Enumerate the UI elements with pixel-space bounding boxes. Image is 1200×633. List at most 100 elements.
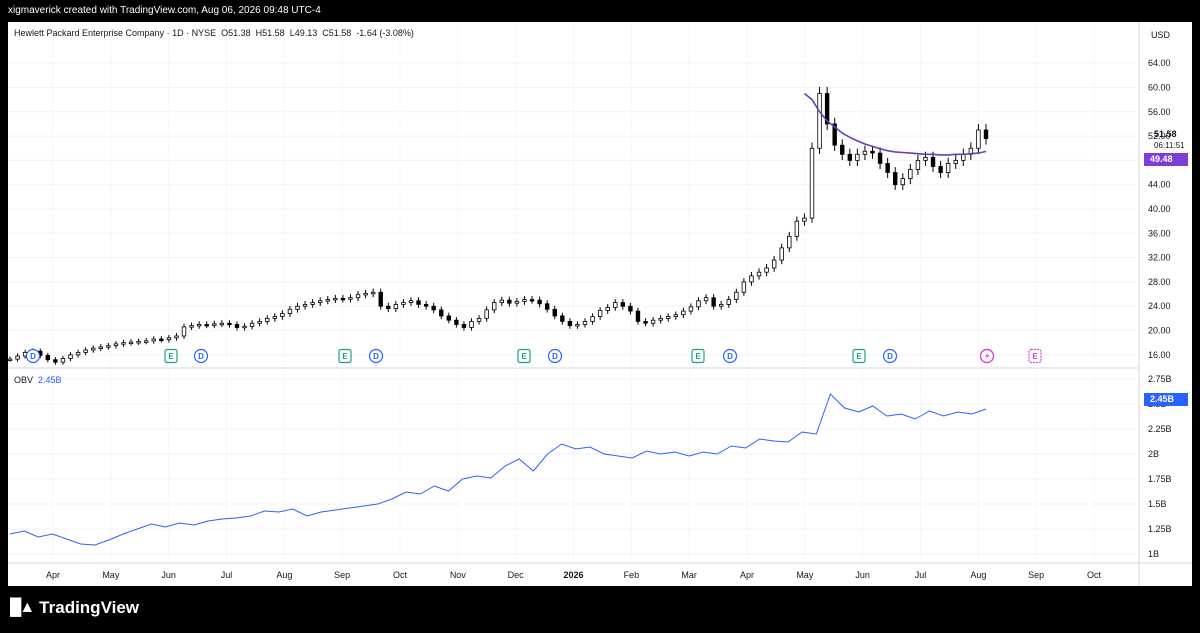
candle-body: [454, 319, 459, 325]
currency-label[interactable]: USD: [1151, 30, 1171, 40]
symbol-name[interactable]: Hewlett Packard Enterprise Company · 1D …: [14, 28, 217, 38]
candle-body: [249, 322, 255, 327]
candle-body: [560, 315, 565, 322]
candle-body: [900, 178, 905, 186]
dividend-event-icon: [882, 348, 898, 364]
candle-body: [635, 310, 641, 322]
candle-body: [847, 153, 853, 161]
candle-body: [98, 346, 103, 349]
close-value: 51.58: [328, 28, 352, 38]
candle-body: [60, 358, 66, 363]
candle-body: [893, 172, 898, 186]
dividend-event-label: D: [373, 352, 379, 361]
chart-canvas[interactable]: 64.0060.0056.0052.0048.0044.0040.0036.00…: [8, 22, 1192, 586]
candle-body: [938, 166, 943, 173]
upcoming-earnings-label: E: [1032, 352, 1038, 361]
brand-name: TradingView: [39, 598, 139, 617]
time-tick-label: Aug: [276, 570, 292, 580]
candle-body: [514, 300, 520, 304]
time-tick-label: Apr: [740, 570, 754, 580]
candle-body: [136, 341, 141, 344]
price-tick-label: 24.00: [1148, 301, 1171, 311]
candle-body: [408, 300, 414, 303]
candle-body: [265, 317, 270, 322]
dividend-event-label: D: [30, 352, 36, 361]
candle-body: [718, 304, 724, 307]
time-tick-label: Mar: [681, 570, 697, 580]
candle-body: [189, 325, 194, 328]
obv-label[interactable]: OBV: [14, 375, 34, 385]
candle-body: [340, 297, 346, 301]
candle-body: [378, 291, 383, 307]
candle-body: [121, 342, 126, 345]
candle-body: [734, 291, 739, 300]
time-tick-label: Sep: [334, 570, 350, 580]
bar-countdown: 06:11:51: [1154, 141, 1185, 150]
candle-body: [817, 93, 822, 149]
candle-body: [779, 247, 784, 261]
time-tick-label: Apr: [46, 570, 60, 580]
candle-body: [764, 267, 769, 273]
candle-body: [15, 355, 20, 360]
candle-body: [461, 324, 467, 328]
ma-price-badge: 49.48: [1144, 153, 1188, 166]
high-value: 51.58: [262, 28, 285, 38]
candle-body: [923, 156, 928, 161]
candle-body: [673, 314, 678, 317]
candle-body: [507, 299, 512, 304]
chart-frame: 64.0060.0056.0052.0048.0044.0040.0036.00…: [8, 22, 1192, 586]
candle-body: [666, 316, 671, 319]
tradingview-brand[interactable]: █▲ TradingView: [10, 598, 139, 618]
candle-body: [318, 300, 323, 303]
candle-body: [575, 324, 580, 327]
candle-body: [219, 322, 225, 326]
candle-body: [393, 304, 399, 310]
candle-body: [945, 163, 951, 173]
candle-body: [658, 317, 663, 321]
open-label: O: [221, 28, 229, 38]
candle-body: [151, 338, 156, 342]
candle-body: [234, 324, 240, 328]
time-tick-label: Oct: [393, 570, 408, 580]
time-tick-label: Aug: [970, 570, 986, 580]
candle-body: [348, 297, 353, 300]
earnings-event-icon: [517, 348, 531, 364]
dividend-event-label: D: [198, 352, 204, 361]
candle-body: [628, 305, 633, 312]
dividend-event-icon: [722, 348, 738, 364]
time-tick-label: May: [102, 570, 120, 580]
time-tick-label: 2026: [563, 570, 583, 580]
candle-body: [355, 294, 361, 299]
dividend-event-icon: [25, 348, 41, 364]
candle-body: [280, 313, 285, 317]
candle-body: [75, 352, 81, 356]
candle-body: [741, 281, 747, 293]
lightning-icon: [985, 352, 990, 360]
candle-body: [787, 235, 792, 249]
candle-body: [53, 359, 58, 363]
chart-caption: xigmaverick created with TradingView.com…: [8, 5, 321, 16]
price-tick-label: 28.00: [1148, 277, 1171, 287]
candle-body: [469, 321, 474, 328]
candle-body: [597, 310, 603, 317]
candle-body: [91, 347, 96, 351]
dividend-event-icon: [547, 348, 563, 364]
candle-body: [181, 326, 187, 337]
time-tick-label: Sep: [1028, 570, 1044, 580]
candle-body: [802, 217, 807, 222]
candle-body: [401, 302, 406, 305]
earnings-event-label: E: [695, 352, 701, 361]
obv-tick-label: 1.75B: [1148, 474, 1172, 484]
earnings-event-label: E: [856, 352, 862, 361]
candle-body: [855, 153, 860, 161]
candle-body: [703, 297, 709, 302]
candle-body: [159, 338, 164, 341]
candle-body: [605, 307, 610, 311]
candle-body: [212, 323, 217, 326]
obv-tick-label: 1B: [1148, 549, 1159, 559]
candle-body: [423, 304, 429, 307]
candle-body: [310, 302, 315, 305]
candle-body: [204, 324, 209, 327]
candle-body: [832, 123, 837, 146]
time-tick-label: May: [796, 570, 814, 580]
